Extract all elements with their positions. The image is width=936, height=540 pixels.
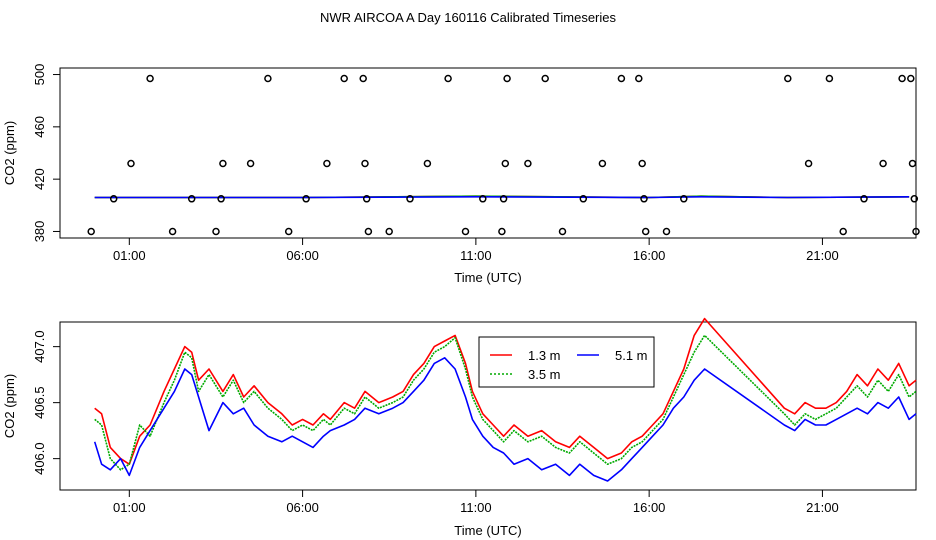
- scatter-point: [212, 227, 220, 236]
- top-x-axis-label: Time (UTC): [454, 270, 521, 285]
- y-tick-label: 406.5: [32, 386, 47, 419]
- scatter-point: [87, 227, 95, 236]
- legend: 1.3 m 5.1 m 3.5 m: [478, 336, 655, 388]
- x-tick-label: 11:00: [460, 248, 492, 263]
- scatter-point: [640, 195, 648, 203]
- scatter-point: [912, 227, 920, 236]
- scatter-point: [499, 195, 508, 203]
- x-tick-label: 16:00: [633, 248, 666, 263]
- scatter-point: [558, 227, 567, 236]
- scatter-point: [479, 195, 487, 203]
- scatter-point: [217, 195, 225, 203]
- scatter-point: [461, 227, 470, 236]
- x-tick-label: 06:00: [286, 248, 319, 263]
- scatter-point: [825, 74, 834, 83]
- x-tick-label: 21:00: [806, 248, 839, 263]
- scatter-point: [804, 159, 813, 168]
- scatter-point: [898, 74, 906, 83]
- scatter-point: [359, 74, 367, 83]
- top-y-axis: 380 420 460 500: [32, 64, 60, 243]
- bottom-panel: Time (UTC) CO2 (ppm) 01:00 06:00 11:00 16:0…: [2, 317, 917, 538]
- scatter-point: [362, 195, 371, 203]
- scatter-point: [784, 74, 792, 83]
- scatter-point: [406, 195, 414, 203]
- bottom-x-axis-label: Time (UTC): [454, 523, 521, 538]
- x-tick-label: 06:00: [286, 500, 319, 515]
- top-panel: Time (UTC) CO2 (ppm) 01:00 06:00 11:00 16:0…: [2, 64, 920, 285]
- scatter-point: [127, 159, 135, 168]
- scatter-point: [879, 159, 887, 168]
- scatter-point: [498, 227, 506, 236]
- bottom-series-1-3-m: [94, 317, 917, 466]
- scatter-point: [524, 159, 532, 168]
- scatter-point: [860, 195, 868, 203]
- top-y-axis-label: CO2 (ppm): [2, 121, 17, 185]
- x-tick-label: 21:00: [806, 500, 839, 515]
- y-tick-label: 380: [32, 221, 47, 243]
- scatter-point: [323, 159, 331, 168]
- scatter-point: [635, 74, 643, 83]
- bottom-y-axis-label: CO2 (ppm): [2, 374, 17, 438]
- bottom-y-axis: 406.0 406.5 407.0: [32, 330, 60, 475]
- figure-title: NWR AIRCOA A Day 160116 Calibrated Times…: [320, 10, 616, 25]
- scatter-point: [662, 227, 671, 236]
- scatter-point: [284, 227, 293, 236]
- scatter-point: [423, 159, 432, 168]
- scatter-point: [219, 159, 227, 168]
- scatter-point: [910, 195, 919, 203]
- scatter-point: [680, 195, 688, 203]
- scatter-point: [444, 74, 452, 83]
- y-tick-label: 407.0: [32, 330, 47, 363]
- legend-label-5-1m: 5.1 m: [615, 348, 648, 363]
- y-tick-label: 420: [32, 168, 47, 190]
- x-tick-label: 01:00: [113, 500, 146, 515]
- scatter-point: [187, 195, 196, 203]
- bottom-series-lines: [93, 317, 917, 482]
- scatter-point: [503, 74, 511, 83]
- scatter-point: [641, 227, 650, 236]
- y-tick-label: 406.0: [32, 442, 47, 475]
- scatter-point: [361, 159, 369, 168]
- scatter-point: [109, 195, 118, 203]
- legend-label-1-3m: 1.3 m: [528, 348, 561, 363]
- scatter-point: [246, 159, 255, 168]
- scatter-point: [907, 74, 915, 83]
- scatter-point: [364, 227, 373, 236]
- scatter-point: [839, 227, 847, 236]
- scatter-point: [264, 74, 272, 83]
- scatter-point: [385, 227, 393, 236]
- top-x-axis: 01:00 06:00 11:00 16:00 21:00: [113, 238, 839, 263]
- top-scatter-points: [87, 74, 920, 236]
- bottom-plot-frame: [59, 321, 917, 491]
- scatter-point: [541, 74, 549, 83]
- top-plot-frame: [59, 67, 917, 239]
- scatter-point: [617, 74, 626, 83]
- scatter-point: [638, 159, 646, 168]
- scatter-point: [302, 195, 310, 203]
- legend-label-3-5m: 3.5 m: [528, 367, 561, 382]
- x-tick-label: 11:00: [460, 500, 492, 515]
- scatter-point: [146, 74, 154, 83]
- bottom-series-5-1-m: [93, 356, 917, 482]
- scatter-point: [168, 227, 177, 236]
- scatter-point: [598, 159, 607, 168]
- x-tick-label: 16:00: [633, 500, 666, 515]
- y-tick-label: 500: [32, 64, 47, 86]
- scatter-point: [501, 159, 510, 168]
- y-tick-label: 460: [32, 116, 47, 138]
- scatter-point: [579, 195, 588, 203]
- scatter-point: [908, 159, 917, 168]
- bottom-x-axis: 01:00 06:00 11:00 16:00 21:00: [113, 490, 839, 515]
- x-tick-label: 01:00: [113, 248, 146, 263]
- scatter-point: [340, 74, 348, 83]
- bottom-series-3-5-m: [94, 334, 917, 471]
- legend-box: [478, 336, 655, 388]
